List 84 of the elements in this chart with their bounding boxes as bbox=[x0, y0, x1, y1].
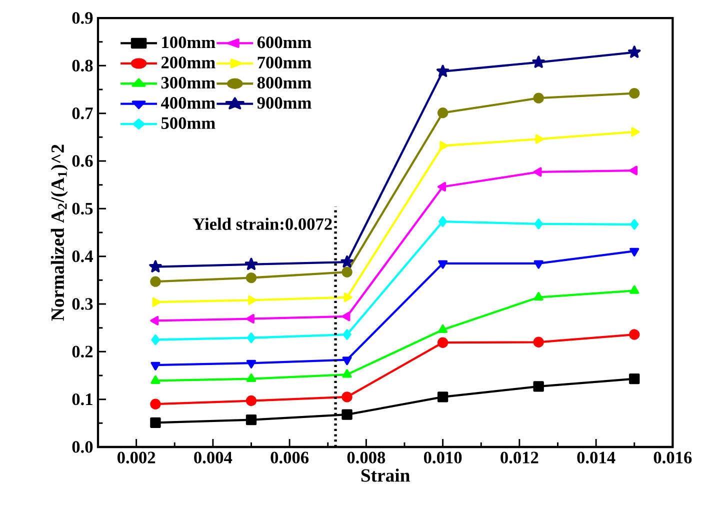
point bbox=[438, 216, 448, 227]
y-tick-label: 0.0 bbox=[72, 441, 93, 453]
point bbox=[534, 218, 543, 230]
y-tick-label: 0.1 bbox=[72, 393, 92, 406]
point bbox=[629, 329, 640, 340]
point bbox=[246, 332, 256, 344]
point bbox=[342, 312, 350, 322]
point bbox=[342, 392, 352, 402]
point bbox=[631, 127, 640, 137]
y-tick-label: 0.7 bbox=[72, 107, 93, 120]
point bbox=[246, 374, 256, 382]
point bbox=[438, 324, 448, 333]
point bbox=[342, 329, 352, 340]
legend-label: 100mm bbox=[162, 36, 216, 48]
point bbox=[150, 362, 160, 370]
legend-label: 300mm bbox=[161, 76, 216, 89]
point bbox=[344, 292, 352, 302]
point bbox=[629, 166, 638, 176]
point bbox=[629, 374, 640, 384]
point bbox=[630, 219, 639, 230]
point bbox=[342, 356, 352, 366]
x-tick-label: 0.010 bbox=[424, 452, 462, 464]
point bbox=[150, 276, 161, 287]
legend-label: 600mm bbox=[257, 36, 312, 48]
point bbox=[340, 255, 354, 268]
point bbox=[630, 248, 640, 256]
point bbox=[437, 337, 448, 348]
point bbox=[438, 260, 448, 269]
point bbox=[246, 314, 254, 324]
point bbox=[629, 88, 640, 99]
point bbox=[246, 272, 257, 284]
legend-label: 500mm bbox=[161, 117, 216, 129]
y-tick-label: 0.8 bbox=[72, 60, 93, 72]
point bbox=[436, 64, 450, 77]
point bbox=[437, 392, 448, 402]
x-tick-label: 0.012 bbox=[500, 452, 538, 464]
point bbox=[532, 56, 545, 68]
point bbox=[248, 295, 257, 305]
point bbox=[246, 414, 257, 426]
legend-label: 400mm bbox=[160, 97, 216, 109]
x-tick-label: 0.004 bbox=[194, 452, 232, 464]
point bbox=[246, 395, 257, 406]
point bbox=[244, 258, 258, 270]
point bbox=[533, 167, 542, 177]
y-tick-label: 0.2 bbox=[72, 346, 93, 358]
point bbox=[535, 134, 544, 144]
point bbox=[533, 92, 544, 104]
y-tick-label: 0.3 bbox=[72, 298, 93, 310]
point bbox=[437, 108, 448, 118]
point bbox=[152, 297, 161, 307]
y-axis-title: Normalized A$_{2}$/(A$_{1}$)^2 bbox=[50, 144, 68, 321]
x-tick-label: 0.016 bbox=[654, 452, 692, 464]
point bbox=[534, 292, 544, 301]
y-tick-label: 0.4 bbox=[72, 250, 93, 262]
point bbox=[151, 334, 160, 346]
point bbox=[150, 417, 161, 428]
x-tick-label: 0.014 bbox=[577, 452, 616, 464]
point bbox=[533, 336, 544, 348]
point bbox=[630, 285, 640, 294]
point bbox=[150, 375, 160, 384]
point bbox=[534, 260, 544, 269]
point bbox=[437, 182, 446, 192]
y-tick-label: 0.9 bbox=[72, 12, 93, 24]
point bbox=[342, 409, 352, 420]
legend-label: 200mm bbox=[161, 56, 216, 68]
legend-label: 800mm bbox=[257, 76, 312, 89]
x-tick-label: 0.008 bbox=[347, 452, 386, 464]
x-axis-title: Strain bbox=[361, 468, 410, 482]
legend-label: 700mm bbox=[258, 56, 312, 68]
x-tick-label: 0.002 bbox=[117, 452, 156, 464]
point bbox=[150, 316, 159, 326]
y-tick-label: 0.6 bbox=[72, 155, 93, 167]
point bbox=[342, 266, 352, 278]
point bbox=[533, 381, 544, 392]
point bbox=[342, 369, 352, 378]
point bbox=[246, 360, 256, 368]
x-tick-label: 0.006 bbox=[270, 452, 309, 464]
ref-line-label: Yield strain:0.0072 bbox=[192, 218, 332, 230]
y-tick-label: 0.5 bbox=[72, 202, 93, 215]
point bbox=[440, 140, 448, 151]
point bbox=[150, 398, 161, 410]
point bbox=[149, 260, 162, 272]
legend-label: 900mm bbox=[257, 97, 312, 109]
point bbox=[628, 46, 641, 58]
